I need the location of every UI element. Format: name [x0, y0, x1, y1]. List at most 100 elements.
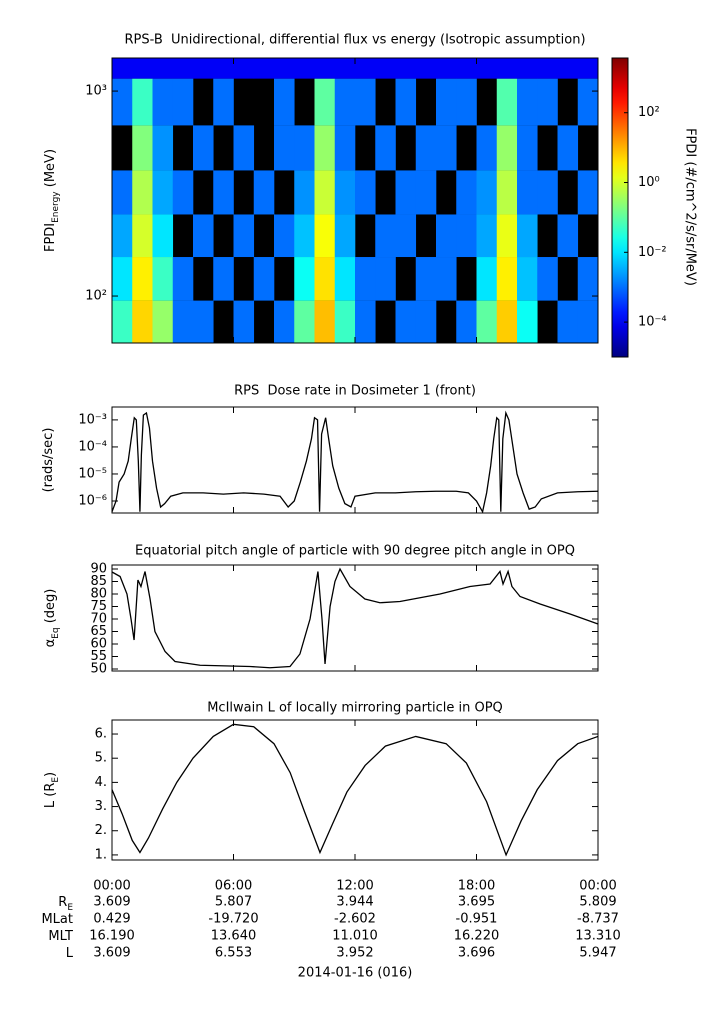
spectrogram-cell: [274, 78, 295, 126]
spectrogram-cell: [314, 170, 336, 215]
ephemeris-value: 13.310: [575, 929, 621, 944]
colorbar-tick-label: 10⁰: [638, 175, 660, 190]
spectrogram-cell: [496, 170, 518, 215]
ephemeris-value: 16.220: [454, 929, 500, 944]
spectrogram-cell: [537, 170, 558, 215]
spectrogram-cell: [314, 78, 336, 126]
spectrogram-cell: [395, 214, 417, 258]
spectrogram-cell: [355, 170, 376, 215]
ephemeris-label-part: MLT: [48, 929, 73, 944]
spectrogram-cell: [132, 125, 153, 171]
plot-frame: [111, 564, 599, 672]
panel-title: RPS-B Unidirectional, differential flux …: [124, 33, 585, 48]
panel-title: Equatorial pitch angle of particle with …: [135, 544, 575, 559]
spectrogram-cell: [152, 78, 174, 126]
colorbar-tick-label: 10²: [638, 105, 660, 120]
ephemeris-value: 13.640: [211, 929, 257, 944]
spectrogram-cell: [132, 58, 153, 79]
y-tick-label: 5.: [95, 751, 107, 766]
spectrogram-cell: [415, 300, 437, 343]
y-tick-label: 70: [90, 612, 107, 627]
spectrogram-cell: [577, 78, 599, 126]
ephemeris-label-part: R: [58, 895, 67, 910]
spectrogram-cell: [314, 58, 336, 79]
spectrogram-cell: [334, 257, 356, 301]
ephemeris-value: 3.609: [93, 946, 130, 961]
spectrogram-cell: [395, 78, 417, 126]
spectrogram-cell: [476, 214, 498, 258]
spectrogram-cell: [517, 58, 538, 79]
ephemeris-value: 5.807: [215, 895, 252, 910]
y-tick-label: 10⁻⁵: [78, 466, 107, 481]
axis-label-part: α: [43, 639, 58, 648]
ephemeris-label: RE: [58, 895, 73, 913]
spectrogram-cell: [375, 125, 396, 171]
ephemeris-value: -8.737: [577, 912, 619, 927]
spectrogram-cell: [294, 58, 315, 79]
spectrogram-cell: [274, 214, 295, 258]
spectrogram-cell: [132, 170, 153, 215]
spectrogram-cell: [334, 300, 356, 343]
spectrogram-cell: [172, 257, 194, 301]
spectrogram-cell: [112, 58, 133, 79]
y-tick-label: 85: [90, 574, 107, 589]
spectrogram-cell: [193, 58, 214, 79]
y-tick-label: 60: [90, 637, 107, 652]
axis-label-part: E: [51, 777, 61, 783]
data-line: [111, 723, 599, 857]
ephemeris-value: -0.951: [456, 912, 498, 927]
spectrogram-cell: [577, 58, 599, 79]
spectrogram-cell: [456, 78, 477, 126]
y-tick-label: 75: [90, 599, 107, 614]
y-tick-label: 10³: [85, 84, 107, 99]
spectrogram-cell: [334, 58, 356, 79]
y-tick-label: 50: [90, 662, 107, 677]
spectrogram-cell: [577, 257, 599, 301]
spectrogram-cell: [112, 257, 133, 301]
spectrogram-cell: [476, 257, 498, 301]
axis-label-part: Energy: [51, 191, 61, 223]
axis-label-part: (MeV): [43, 149, 58, 191]
y-tick-label: 10⁻⁶: [78, 494, 107, 509]
axis-label: (rads/sec): [41, 428, 56, 493]
spectrogram-cell: [415, 125, 437, 171]
y-tick-label: 6.: [95, 727, 107, 742]
spectrogram-cell: [132, 257, 153, 301]
ephemeris-value: 3.609: [93, 895, 130, 910]
spectrogram-cell: [152, 257, 174, 301]
axis-label-part: L (R: [43, 783, 58, 808]
ephemeris-value: 0.429: [93, 912, 130, 927]
spectrogram-cell: [375, 214, 396, 258]
y-tick-label: 1.: [95, 847, 107, 862]
spectrogram-cell: [253, 257, 275, 301]
ephemeris-value: 11.010: [332, 929, 378, 944]
spectrogram-cell: [314, 125, 336, 171]
spectrogram-cell: [152, 300, 174, 343]
spectrogram-cell: [375, 58, 396, 79]
spectrogram-cell: [557, 300, 579, 343]
spectrogram-cell: [517, 257, 538, 301]
spectrogram-cell: [537, 78, 558, 126]
spectrogram-cell: [233, 214, 255, 258]
spectrogram-cell: [355, 300, 376, 343]
axis-label: L (RE): [43, 772, 61, 808]
spectrogram-cell: [537, 257, 558, 301]
spectrogram-cell: [152, 125, 174, 171]
spectrogram-cell: [517, 125, 538, 171]
spectrogram-cell: [557, 58, 579, 79]
axis-label: FPDIEnergy (MeV): [43, 149, 61, 252]
spectrogram-cell: [112, 300, 133, 343]
spectrogram-cell: [294, 257, 315, 301]
colorbar: [611, 57, 629, 358]
panel-title: McIlwain L of locally mirroring particle…: [207, 701, 503, 716]
y-tick-label: 55: [90, 649, 107, 664]
spectrogram-cell: [213, 78, 234, 126]
spectrogram-cell: [456, 170, 477, 215]
spectrogram-cell: [436, 214, 457, 258]
spectrogram-cell: [476, 125, 498, 171]
spectrogram-cell: [193, 300, 214, 343]
spectrogram-cell: [375, 257, 396, 301]
spectrogram-cell: [537, 58, 558, 79]
ephemeris-label-part: L: [66, 946, 74, 961]
ephemeris-value: -2.602: [334, 912, 376, 927]
